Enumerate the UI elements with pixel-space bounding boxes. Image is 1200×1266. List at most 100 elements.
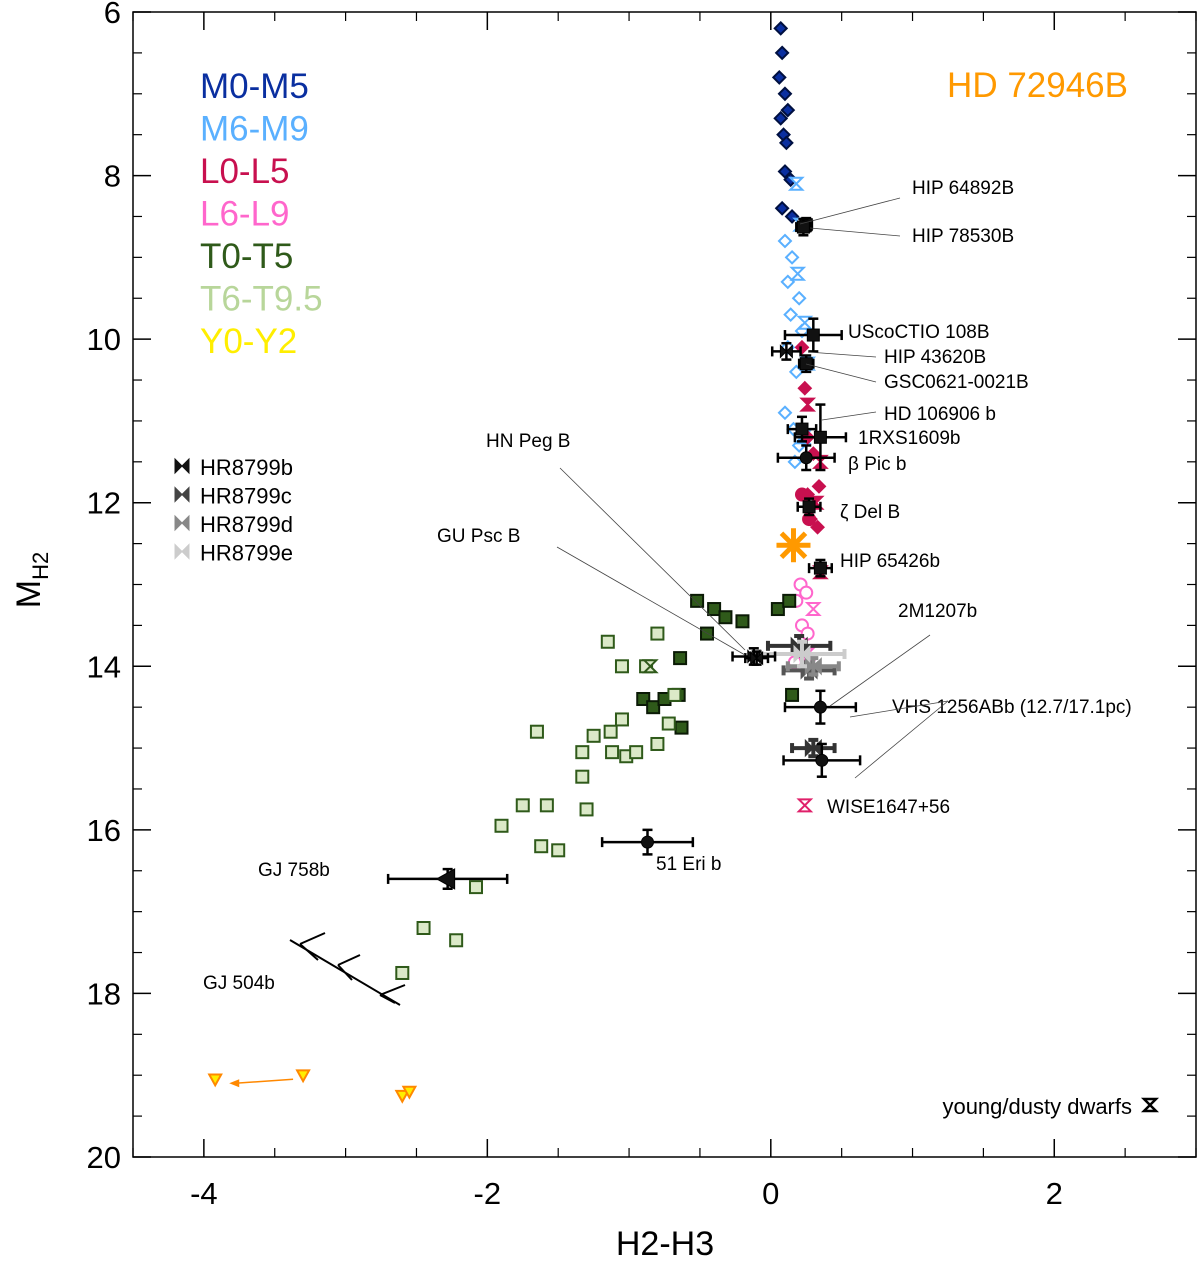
data-point [777,86,793,102]
y-tick-label: 18 [87,976,121,1011]
wise-marker [796,798,814,813]
y-tick-label: 20 [87,1140,121,1175]
data-point [515,798,530,813]
annotation-label: GU Psc B [437,526,520,547]
data-point [629,745,644,760]
annotation-label: HD 106906 b [884,404,996,425]
data-point [735,614,750,629]
data-point [789,266,807,281]
y-tick-label: 12 [87,486,121,521]
arrow-line [235,1078,294,1085]
data-point [785,687,800,702]
arrow-head [229,1079,240,1088]
hr8799-legend-marker [174,486,190,503]
target-title: HD 72946B [947,66,1128,105]
companion-marker [640,835,654,849]
data-point [804,602,822,617]
gj504b-arrow-line [337,964,353,981]
series-m0-m5 [771,20,800,224]
target-marker [776,528,811,563]
data-point [449,933,464,948]
data-point [575,745,590,760]
companion-hip-43620b [770,341,802,361]
data-point [707,602,722,617]
hr8799-legend-marker [174,457,190,475]
data-point [800,626,815,641]
y-axis-title: MH2 [10,552,53,608]
companion-uscoctio-108b [783,317,843,353]
annotation-label: HIP 64892B [912,178,1014,199]
series-y0-y2 [207,1069,418,1104]
data-point [780,274,796,290]
svg-text:MH2: MH2 [10,552,53,608]
data-point [773,20,789,36]
axes-frame: -4 -2 0 2 6 8 10 12 14 16 18 20 [87,0,1197,1211]
data-point [690,593,705,608]
data-point [811,478,827,494]
companion-2m1207b [783,689,858,725]
companion-gu-psc-b [744,650,770,666]
young-dwarf-label: young/dusty dwarfs [942,1094,1132,1119]
data-point [534,839,549,854]
data-point [603,724,618,739]
data-point [575,769,590,784]
hr8799-legend-label: HR8799b [200,455,293,480]
legend-entry: L6-L9 [200,195,290,234]
annotation-label: 2M1207b [898,601,977,622]
companion-layer [386,216,862,890]
y-axis-title-sub: H2 [28,552,53,580]
data-point [641,659,659,674]
data-point [646,700,661,715]
x-tick-label: -2 [474,1176,502,1211]
companion-marker [815,753,829,767]
data-point [796,315,814,330]
annotation-label: β Pic b [848,454,906,475]
companion-marker [813,430,827,444]
data-point [295,1069,311,1084]
data-point [771,70,787,85]
hr8799-legend-entry: HR8799e [174,541,293,566]
hr8799-legend-marker [174,543,190,560]
annotation-label: GSC0621-0021B [884,372,1029,393]
data-point [579,802,594,817]
data-point [674,720,689,735]
data-point [468,880,483,895]
x-tick-label: 2 [1046,1176,1063,1211]
legend-entry: Y0-Y2 [200,322,297,361]
y-axis-title-main: M [10,580,48,608]
data-point [791,290,807,306]
x-tick-label: 0 [762,1176,779,1211]
companion-marker [806,328,820,342]
data-point [207,1073,223,1088]
annotation-leader [807,351,877,358]
x-axis-title: H2-H3 [616,1225,714,1263]
annotation-label: GJ 758b [258,860,330,881]
data-point [773,110,789,126]
annotation-label: 1RXS1609b [858,428,960,449]
data-point [770,602,785,617]
y-dwarf-arrow [229,1078,294,1088]
target-ray [779,531,808,560]
legend-entry: M0-M5 [200,67,309,106]
annotation-label: HN Peg B [486,431,570,452]
hr8799-legend-entry: HR8799c [174,484,292,509]
hr8799-marker [793,644,811,664]
data-point [650,626,665,641]
data-point [797,380,813,396]
data-point [777,233,793,249]
data-point [780,102,796,118]
companion-marker [813,561,827,575]
hr8799-legend-marker [174,514,190,532]
companion-marker [802,500,816,514]
annotation-leader [799,197,901,225]
annotation-label: HIP 43620B [884,347,986,368]
data-point [783,307,799,323]
data-point [401,1085,418,1100]
companion-hip-65426b [807,558,833,578]
annotation-layer: HIP 64892B HIP 78530B UScoCTIO 108B HIP 436… [203,178,1132,994]
data-point [529,724,544,739]
legend-entry: L0-L5 [200,152,290,191]
data-point [799,397,817,412]
annotation-label: HIP 65426b [840,551,940,572]
